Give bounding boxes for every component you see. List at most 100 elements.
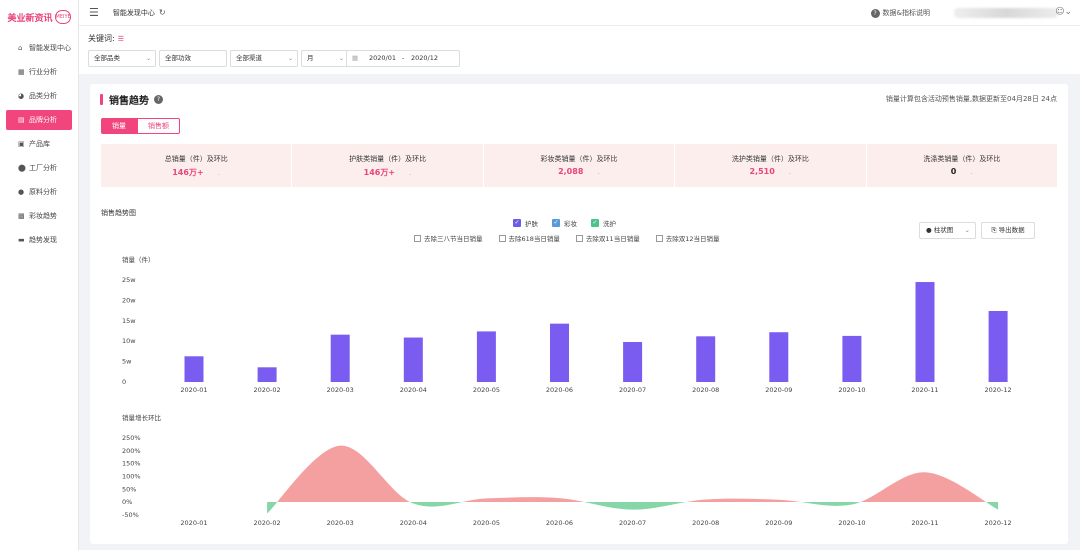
menu-icon[interactable]: ☰ (89, 6, 99, 19)
legend-item[interactable]: ✓ 洗护 (591, 218, 616, 228)
exclusion-option[interactable]: 去除三八节当日销量 (414, 233, 483, 243)
chart-icon: ▦ (18, 68, 25, 76)
growth-chart-xtick: 2020-09 (765, 519, 792, 527)
exclusion-option[interactable]: 去除双11当日销量 (575, 233, 640, 243)
growth-chart-xtick: 2020-02 (254, 519, 281, 527)
bar-2020-03 (330, 334, 350, 382)
bar-chart-xtick: 2020-01 (180, 386, 207, 394)
sidebar-item-1[interactable]: ▦ 行业分析 (6, 62, 72, 82)
bar-chart-xtick: 2020-08 (692, 386, 719, 394)
legend-item[interactable]: ✓ 护肤 (513, 218, 538, 228)
export-button[interactable]: ⎘ 导出数据 (981, 222, 1035, 239)
exclusion-options: 去除三八节当日销量 去除618当日销量 去除双11当日销量 去除双12当日销量 (414, 233, 735, 243)
sidebar-item-label: 品类分析 (29, 92, 57, 100)
user-name-blurred (954, 8, 1058, 18)
breadcrumb[interactable]: 智能发现中心 (112, 8, 155, 17)
checkbox-icon (498, 234, 506, 242)
help-link[interactable]: ? 数据&指标说明 (870, 8, 930, 18)
sidebar-item-4[interactable]: ▣ 产品库 (6, 134, 72, 154)
growth-chart-ytick: -50% (122, 511, 139, 519)
sidebar: 美业新资讯 MEIYE ⌂ 智能发现中心 ▦ 行业分析 ◕ 品类分析 ▤ 品牌分析 ▣ 产品库 ⬤ 工… (0, 0, 79, 550)
bar-chart-ytick: 10w (122, 337, 136, 345)
bar-2020-12 (988, 311, 1008, 382)
section-title-text: 销售趋势 (109, 96, 149, 107)
sidebar-item-8[interactable]: ▬ 趋势发现 (6, 230, 72, 250)
sidebar-item-7[interactable]: ▩ 彩妆趋势 (6, 206, 72, 226)
sidebar-item-label: 趋势发现 (29, 236, 57, 244)
growth-chart-ytick: 50% (122, 485, 136, 493)
growth-chart-ytick: 250% (122, 434, 141, 442)
bar-chart-xtick: 2020-09 (765, 386, 792, 394)
bar-chart-xtick: 2020-07 (619, 386, 646, 394)
sidebar-item-label: 原料分析 (29, 188, 57, 196)
logo[interactable]: 美业新资讯 MEIYE (0, 0, 78, 34)
logo-text: 美业新资讯 (7, 13, 53, 24)
filter-area: 关键词: ☰ 全部品类 ⌄ 全部功效 全部渠道 ⌄ 月 ⌄ ▦ 2020/01 - 20… (79, 26, 1080, 74)
keyword-row: 关键词: ☰ (88, 33, 124, 44)
legend-item[interactable]: ✓ 彩妆 (552, 218, 577, 228)
chart-type-value: ● 柱状图 (926, 226, 954, 234)
channel-select[interactable]: 全部渠道 ⌄ (230, 50, 298, 67)
growth-chart-ytick: 0% (122, 498, 132, 506)
efficacy-select[interactable]: 全部功效 (159, 50, 227, 67)
title-accent-bar (100, 94, 103, 105)
date-start: 2020/01 (369, 54, 397, 62)
bar-2020-05 (476, 331, 496, 382)
home-icon: ⌂ (18, 44, 23, 52)
bar-chart-ytick: 5w (122, 358, 132, 366)
refresh-icon[interactable]: ↻ (158, 8, 166, 17)
checkbox-icon (414, 234, 421, 242)
stat-value: 2,088 (558, 167, 584, 176)
bar-2020-04 (403, 337, 423, 382)
bar-chart-ytick: 15w (122, 317, 136, 325)
category-select[interactable]: 全部品类 ⌄ (88, 50, 156, 67)
chart-title: 销售趋势图 (101, 209, 136, 217)
sidebar-item-2[interactable]: ◕ 品类分析 (6, 86, 72, 106)
growth-chart-ylabel: 销量增长环比 (122, 413, 162, 422)
chart-type-select[interactable]: ● 柱状图 ⌄ (919, 222, 976, 239)
sidebar-item-label: 彩妆趋势 (29, 212, 57, 220)
stat-change-placeholder: . (788, 167, 792, 176)
stat-label: 彩妆类销量（件）及环比 (540, 155, 618, 163)
sidebar-nav: ⌂ 智能发现中心 ▦ 行业分析 ◕ 品类分析 ▤ 品牌分析 ▣ 产品库 ⬤ 工厂分析 ● 原料分析 ▩ 彩妆趋… (0, 38, 78, 250)
tab-1[interactable]: 销售额 (137, 118, 180, 134)
exclusion-option[interactable]: 去除618当日销量 (498, 233, 560, 243)
question-icon[interactable]: ? (154, 95, 163, 104)
period-value: 月 (307, 54, 314, 62)
sidebar-item-label: 智能发现中心 (29, 44, 71, 52)
growth-chart-xtick: 2020-04 (400, 519, 427, 527)
tab-0[interactable]: 销量 (101, 118, 137, 134)
stat-card: 洗护类销量（件）及环比 2,510. (675, 144, 867, 187)
chevron-down-icon: ⌄ (287, 55, 293, 62)
period-select[interactable]: 月 ⌄ (301, 50, 349, 67)
stat-change-placeholder: . (217, 168, 221, 177)
keyword-edit-icon[interactable]: ☰ (117, 35, 124, 43)
stat-label: 护肤类销量（件）及环比 (349, 155, 427, 163)
sidebar-item-5[interactable]: ⬤ 工厂分析 (6, 158, 72, 178)
trend-icon: ▩ (18, 212, 25, 220)
export-icon: ⎘ (991, 226, 999, 234)
bar-chart-xtick: 2020-04 (400, 386, 427, 394)
checkbox-icon (655, 234, 663, 242)
date-range-picker[interactable]: ▦ 2020/01 - 2020/12 (346, 50, 460, 67)
sidebar-item-3[interactable]: ▤ 品牌分析 (6, 110, 72, 130)
stats-strip: 总销量（件）及环比 146万+. 护肤类销量（件）及环比 146万+. 彩妆类销量（件）… (101, 144, 1057, 187)
bar-chart-ytick: 20w (122, 296, 136, 304)
exclusion-option[interactable]: 去除双12当日销量 (655, 233, 719, 243)
stat-card: 护肤类销量（件）及环比 146万+. (292, 144, 484, 187)
bar-chart-xtick: 2020-02 (254, 386, 281, 394)
bar-2020-09 (769, 332, 789, 382)
brand-icon: ▤ (18, 116, 25, 124)
growth-chart-xtick: 2020-03 (327, 519, 354, 527)
sidebar-item-6[interactable]: ● 原料分析 (6, 182, 72, 202)
bar-chart-ytick: 0 (122, 378, 126, 386)
growth-area-negative (267, 502, 999, 514)
bar-2020-01 (184, 356, 204, 382)
bar-2020-11 (915, 282, 935, 382)
bar-2020-06 (550, 323, 569, 382)
user-menu-icon[interactable]: ☺⌄ (1055, 7, 1072, 17)
growth-chart-xtick: 2020-12 (985, 519, 1012, 527)
stat-label: 总销量（件）及环比 (164, 155, 228, 163)
topbar: ☰ 智能发现中心 ↻ ? 数据&指标说明 ☺⌄ (79, 0, 1080, 26)
sidebar-item-0[interactable]: ⌂ 智能发现中心 (6, 38, 72, 58)
